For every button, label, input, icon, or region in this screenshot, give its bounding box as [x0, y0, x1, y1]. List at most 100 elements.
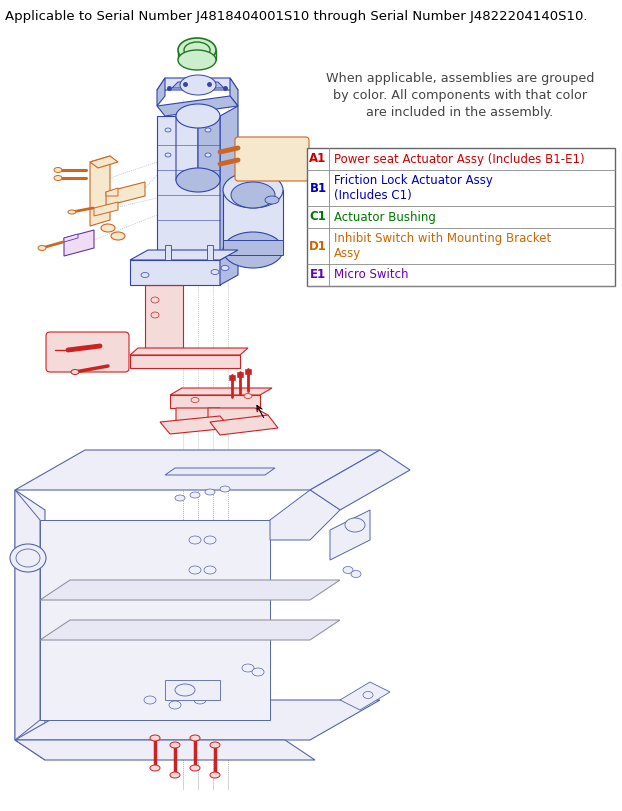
- Polygon shape: [157, 116, 220, 260]
- Ellipse shape: [189, 566, 201, 574]
- Ellipse shape: [191, 397, 199, 402]
- Ellipse shape: [54, 168, 62, 173]
- Polygon shape: [172, 82, 224, 88]
- Ellipse shape: [223, 232, 283, 268]
- Polygon shape: [40, 620, 340, 640]
- Ellipse shape: [38, 246, 46, 251]
- Ellipse shape: [10, 544, 46, 572]
- Polygon shape: [330, 510, 370, 560]
- Ellipse shape: [190, 765, 200, 771]
- Ellipse shape: [170, 742, 180, 748]
- Polygon shape: [208, 408, 268, 422]
- Polygon shape: [15, 450, 380, 490]
- Ellipse shape: [221, 265, 229, 271]
- Ellipse shape: [111, 232, 125, 240]
- Text: Applicable to Serial Number J4818404001S10 through Serial Number J4822204140S10.: Applicable to Serial Number J4818404001S…: [5, 10, 588, 23]
- Ellipse shape: [175, 495, 185, 501]
- Polygon shape: [230, 78, 238, 106]
- Text: D1: D1: [309, 239, 327, 252]
- FancyBboxPatch shape: [46, 332, 129, 372]
- Ellipse shape: [210, 772, 220, 778]
- Polygon shape: [15, 740, 315, 760]
- Ellipse shape: [204, 536, 216, 544]
- Text: E1: E1: [310, 268, 326, 281]
- Text: C1: C1: [310, 211, 327, 224]
- Polygon shape: [176, 116, 198, 186]
- Bar: [307, 148, 615, 286]
- Ellipse shape: [169, 701, 181, 709]
- Text: Micro Switch: Micro Switch: [334, 268, 409, 281]
- Ellipse shape: [205, 153, 211, 157]
- Ellipse shape: [211, 269, 219, 274]
- Ellipse shape: [190, 492, 200, 498]
- Ellipse shape: [151, 297, 159, 303]
- Ellipse shape: [150, 765, 160, 771]
- Ellipse shape: [165, 128, 171, 132]
- Polygon shape: [106, 182, 145, 206]
- Polygon shape: [207, 245, 213, 260]
- Polygon shape: [15, 490, 45, 760]
- Polygon shape: [157, 78, 165, 106]
- Polygon shape: [130, 355, 240, 368]
- Ellipse shape: [242, 664, 254, 672]
- Ellipse shape: [144, 696, 156, 704]
- Ellipse shape: [151, 312, 159, 318]
- Polygon shape: [165, 680, 220, 700]
- Ellipse shape: [68, 210, 76, 214]
- Ellipse shape: [345, 518, 365, 532]
- Ellipse shape: [54, 175, 62, 181]
- Polygon shape: [130, 250, 238, 260]
- Ellipse shape: [176, 104, 220, 128]
- Polygon shape: [90, 156, 110, 226]
- Polygon shape: [157, 78, 238, 90]
- Ellipse shape: [252, 668, 264, 676]
- Polygon shape: [340, 682, 390, 710]
- Ellipse shape: [189, 536, 201, 544]
- Polygon shape: [15, 490, 40, 740]
- Polygon shape: [176, 408, 220, 430]
- Text: Friction Lock Actuator Assy
(Includes C1): Friction Lock Actuator Assy (Includes C1…: [334, 174, 493, 202]
- Polygon shape: [237, 372, 243, 377]
- Ellipse shape: [71, 370, 79, 375]
- Polygon shape: [165, 245, 171, 260]
- Ellipse shape: [343, 567, 353, 573]
- Ellipse shape: [265, 196, 279, 204]
- Ellipse shape: [16, 549, 40, 567]
- Polygon shape: [130, 348, 248, 355]
- Ellipse shape: [223, 172, 283, 208]
- Ellipse shape: [170, 772, 180, 778]
- Ellipse shape: [190, 735, 200, 741]
- Polygon shape: [270, 490, 340, 540]
- Polygon shape: [157, 96, 238, 116]
- Ellipse shape: [184, 42, 210, 58]
- Ellipse shape: [351, 570, 361, 577]
- Ellipse shape: [175, 684, 195, 696]
- Polygon shape: [40, 520, 270, 720]
- Polygon shape: [94, 202, 118, 216]
- FancyBboxPatch shape: [235, 137, 309, 181]
- Polygon shape: [15, 700, 380, 740]
- Ellipse shape: [194, 696, 206, 704]
- Ellipse shape: [204, 566, 216, 574]
- Ellipse shape: [176, 168, 220, 192]
- Polygon shape: [220, 106, 238, 260]
- Polygon shape: [198, 116, 220, 186]
- Polygon shape: [130, 260, 220, 285]
- Ellipse shape: [363, 692, 373, 698]
- Polygon shape: [310, 450, 410, 510]
- Ellipse shape: [205, 128, 211, 132]
- Polygon shape: [245, 369, 251, 374]
- Text: A1: A1: [309, 152, 327, 165]
- Text: Actuator Bushing: Actuator Bushing: [334, 211, 436, 224]
- Polygon shape: [106, 188, 118, 196]
- Polygon shape: [220, 250, 238, 285]
- Ellipse shape: [141, 272, 149, 277]
- Polygon shape: [64, 230, 94, 256]
- Ellipse shape: [220, 486, 230, 492]
- Ellipse shape: [101, 224, 115, 232]
- Polygon shape: [165, 468, 275, 475]
- Polygon shape: [170, 388, 272, 395]
- Polygon shape: [223, 240, 283, 255]
- Ellipse shape: [205, 489, 215, 495]
- Polygon shape: [145, 285, 183, 360]
